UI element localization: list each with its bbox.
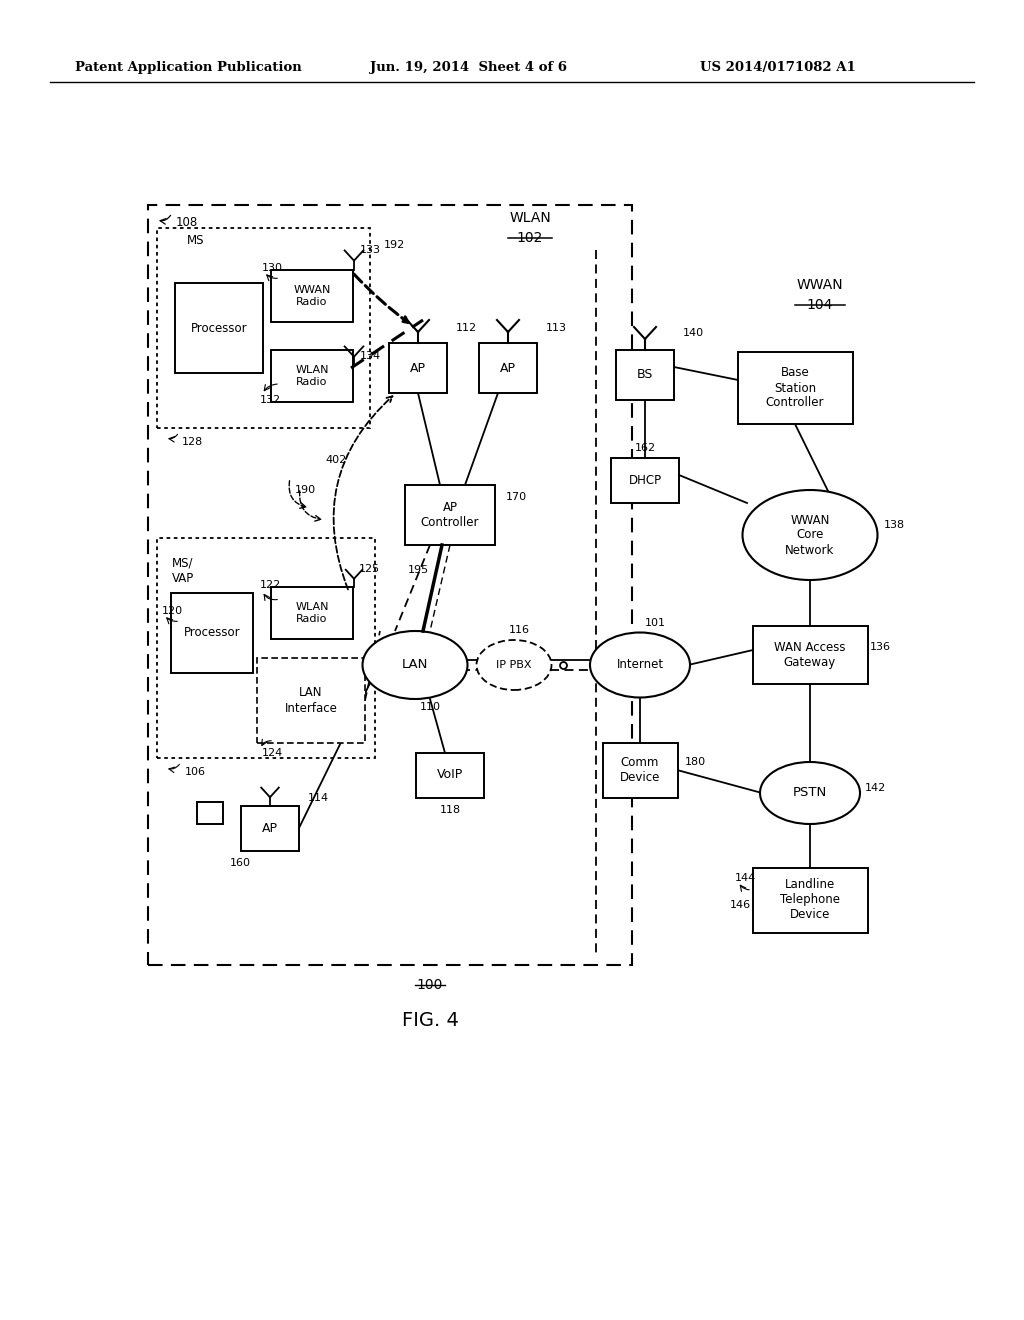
Text: WLAN: WLAN bbox=[509, 211, 551, 224]
FancyBboxPatch shape bbox=[241, 805, 299, 850]
Text: VAP: VAP bbox=[172, 572, 195, 585]
Text: 125: 125 bbox=[359, 564, 380, 574]
Text: 138: 138 bbox=[884, 520, 905, 531]
Text: 134: 134 bbox=[360, 351, 381, 360]
FancyBboxPatch shape bbox=[197, 803, 223, 824]
Text: 108: 108 bbox=[176, 216, 199, 230]
Text: 110: 110 bbox=[420, 702, 441, 711]
Text: Landline
Telephone
Device: Landline Telephone Device bbox=[780, 879, 840, 921]
Text: 113: 113 bbox=[546, 323, 567, 333]
Text: 132: 132 bbox=[260, 395, 282, 405]
Text: Jun. 19, 2014  Sheet 4 of 6: Jun. 19, 2014 Sheet 4 of 6 bbox=[370, 62, 567, 74]
Text: AP
Controller: AP Controller bbox=[421, 502, 479, 529]
Text: 142: 142 bbox=[865, 783, 886, 793]
Text: 128: 128 bbox=[182, 437, 203, 447]
Text: 124: 124 bbox=[262, 748, 284, 758]
FancyBboxPatch shape bbox=[753, 867, 867, 932]
Ellipse shape bbox=[476, 640, 552, 690]
Text: 102: 102 bbox=[517, 231, 543, 246]
Text: 144: 144 bbox=[735, 873, 757, 883]
Text: 114: 114 bbox=[308, 793, 329, 803]
FancyBboxPatch shape bbox=[737, 352, 853, 424]
FancyBboxPatch shape bbox=[479, 343, 537, 393]
Text: 162: 162 bbox=[635, 444, 656, 453]
Text: 133: 133 bbox=[360, 246, 381, 255]
Text: AP: AP bbox=[262, 821, 278, 834]
Text: Processor: Processor bbox=[190, 322, 248, 334]
Text: Patent Application Publication: Patent Application Publication bbox=[75, 62, 302, 74]
FancyBboxPatch shape bbox=[616, 350, 674, 400]
FancyBboxPatch shape bbox=[602, 742, 678, 797]
Text: 190: 190 bbox=[295, 484, 316, 495]
FancyBboxPatch shape bbox=[157, 539, 375, 758]
Text: 101: 101 bbox=[645, 618, 666, 628]
Text: US 2014/0171082 A1: US 2014/0171082 A1 bbox=[700, 62, 856, 74]
Text: IP PBX: IP PBX bbox=[497, 660, 531, 671]
Text: 118: 118 bbox=[440, 805, 461, 814]
FancyBboxPatch shape bbox=[171, 593, 253, 673]
Ellipse shape bbox=[590, 632, 690, 697]
Text: 104: 104 bbox=[807, 298, 834, 312]
Text: AP: AP bbox=[410, 362, 426, 375]
Text: Processor: Processor bbox=[183, 627, 241, 639]
Text: WAN Access
Gateway: WAN Access Gateway bbox=[774, 642, 846, 669]
FancyBboxPatch shape bbox=[271, 271, 353, 322]
Text: MS: MS bbox=[187, 234, 205, 247]
Text: 402: 402 bbox=[325, 455, 346, 465]
Ellipse shape bbox=[742, 490, 878, 579]
Text: 170: 170 bbox=[506, 492, 527, 502]
Ellipse shape bbox=[362, 631, 468, 700]
Text: PSTN: PSTN bbox=[793, 787, 827, 800]
FancyBboxPatch shape bbox=[416, 752, 484, 797]
Text: WWAN
Core
Network: WWAN Core Network bbox=[785, 513, 835, 557]
Text: MS/: MS/ bbox=[172, 557, 194, 569]
Text: AP: AP bbox=[500, 362, 516, 375]
Text: 192: 192 bbox=[384, 240, 406, 249]
Text: BS: BS bbox=[637, 368, 653, 381]
Text: 100: 100 bbox=[417, 978, 443, 993]
FancyBboxPatch shape bbox=[175, 282, 263, 374]
FancyBboxPatch shape bbox=[271, 587, 353, 639]
Text: DHCP: DHCP bbox=[629, 474, 662, 487]
Text: 160: 160 bbox=[230, 858, 251, 869]
Ellipse shape bbox=[760, 762, 860, 824]
FancyBboxPatch shape bbox=[611, 458, 679, 503]
Text: Comm
Device: Comm Device bbox=[620, 756, 660, 784]
Text: VoIP: VoIP bbox=[437, 768, 463, 781]
Text: LAN: LAN bbox=[401, 659, 428, 672]
Text: 112: 112 bbox=[456, 323, 477, 333]
Text: 136: 136 bbox=[870, 642, 891, 652]
FancyBboxPatch shape bbox=[271, 350, 353, 403]
FancyBboxPatch shape bbox=[157, 228, 370, 428]
Text: 146: 146 bbox=[730, 900, 752, 909]
Text: Internet: Internet bbox=[616, 659, 664, 672]
Text: FIG. 4: FIG. 4 bbox=[401, 1011, 459, 1030]
Text: WLAN
Radio: WLAN Radio bbox=[295, 366, 329, 387]
FancyBboxPatch shape bbox=[148, 205, 632, 965]
FancyBboxPatch shape bbox=[389, 343, 447, 393]
Text: 195: 195 bbox=[408, 565, 429, 576]
FancyBboxPatch shape bbox=[257, 657, 365, 743]
Text: 116: 116 bbox=[509, 624, 530, 635]
Text: 122: 122 bbox=[260, 579, 282, 590]
Text: LAN
Interface: LAN Interface bbox=[285, 686, 338, 714]
Text: Base
Station
Controller: Base Station Controller bbox=[766, 367, 824, 409]
FancyBboxPatch shape bbox=[753, 626, 867, 684]
Text: 180: 180 bbox=[685, 756, 707, 767]
Text: 130: 130 bbox=[262, 263, 283, 273]
FancyBboxPatch shape bbox=[406, 484, 495, 545]
Text: WWAN
Radio: WWAN Radio bbox=[293, 285, 331, 306]
Text: WWAN: WWAN bbox=[797, 279, 844, 292]
Text: 120: 120 bbox=[162, 606, 183, 616]
Text: 106: 106 bbox=[185, 767, 206, 777]
Text: WLAN
Radio: WLAN Radio bbox=[295, 602, 329, 624]
Text: 140: 140 bbox=[683, 327, 705, 338]
